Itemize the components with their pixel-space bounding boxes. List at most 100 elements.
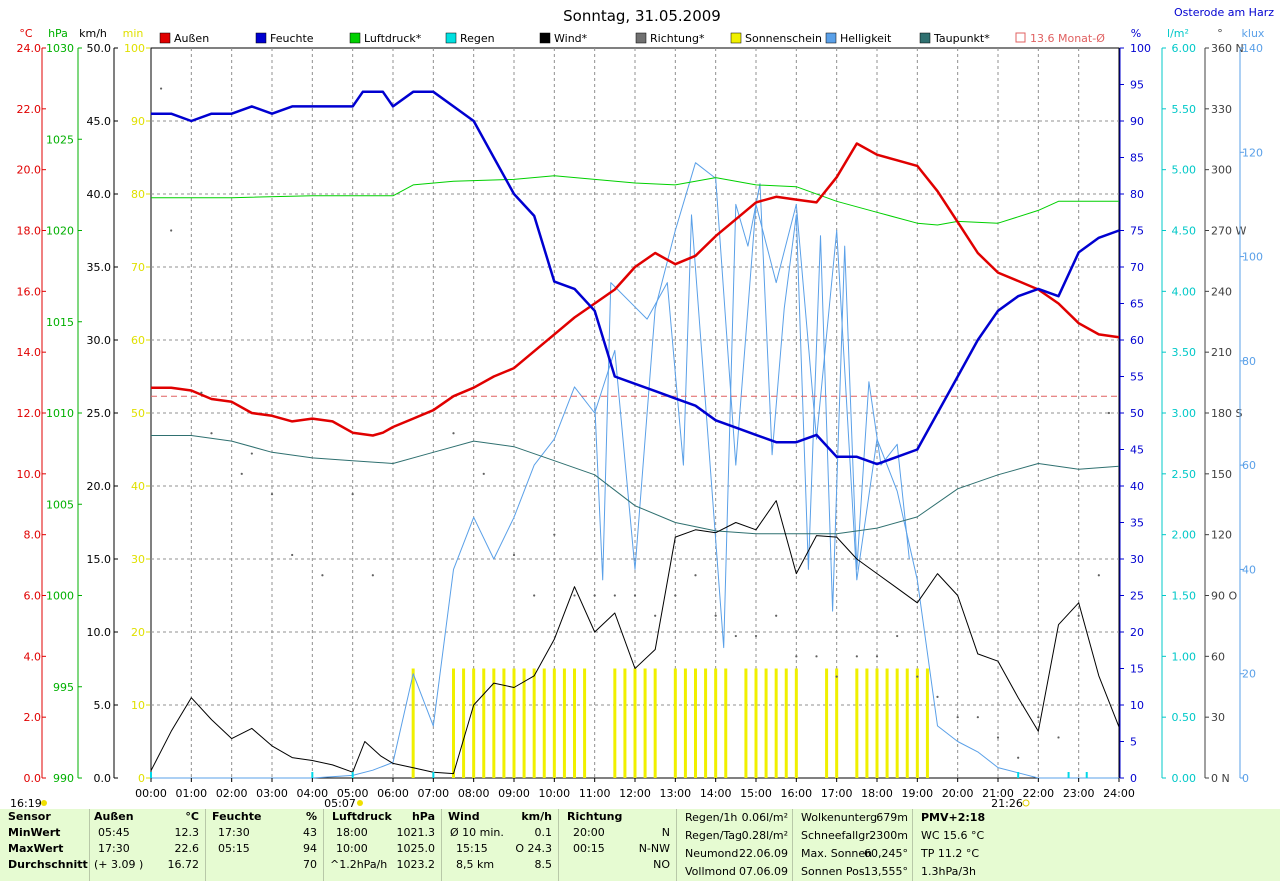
sunshine-bar <box>583 668 587 778</box>
pressure-tick-label: 1025 <box>46 133 74 146</box>
direction-dot <box>956 716 959 719</box>
sunshine-bar <box>643 668 647 778</box>
temp-tick-label: 14.0 <box>17 346 42 359</box>
temp-tick-label: 18.0 <box>17 225 42 238</box>
rain-mark <box>150 772 152 778</box>
regen-1h-value: 0.06l/m² <box>741 811 788 824</box>
sun-tick-label: 0 <box>138 772 145 785</box>
direction-dot <box>533 594 536 597</box>
legend-label: Taupunkt* <box>933 32 990 45</box>
aussen-avg-value: 16.72 <box>167 858 200 871</box>
x-tick-label: 11:00 <box>579 787 611 800</box>
sunset-icon <box>1022 799 1030 807</box>
x-tick-label: 15:00 <box>740 787 772 800</box>
sunshine-bar <box>613 668 617 778</box>
direction-dot <box>240 472 243 475</box>
temp-tick-label: 2.0 <box>24 711 42 724</box>
weather-chart: 0.0 2.0 4.0 6.0 8.0 10.0 12.0 14.0 16.0 18.0 20.0 2… <box>10 6 1274 810</box>
direction-tick-label: 180 S <box>1211 407 1242 420</box>
legend-label: Regen <box>460 32 495 45</box>
aussen-min-value: 12.3 <box>174 826 200 839</box>
temp-tick-label: 12.0 <box>17 407 42 420</box>
humidity-tick-label: 85 <box>1130 152 1144 165</box>
sunshine-bar <box>673 668 677 778</box>
x-tick-label: 20:00 <box>942 787 974 800</box>
direction-dot <box>855 655 858 658</box>
direction-dot <box>270 493 274 496</box>
feuchte-max-value: 94 <box>303 842 317 855</box>
sunshine-bar <box>502 668 506 778</box>
x-tick-label: 12:00 <box>619 787 651 800</box>
humidity-tick-label: 60 <box>1130 334 1144 347</box>
regen-tag-value: 0.28l/m² <box>741 829 788 842</box>
wind-tick-label: 40.0 <box>87 188 112 201</box>
legend-swatch <box>445 32 457 44</box>
rain-tick-label: 3.00 <box>1172 407 1197 420</box>
direction-dot <box>795 655 798 658</box>
wind-tick-label: 45.0 <box>87 115 112 128</box>
windchill-value: WC 15.6 °C <box>921 829 985 842</box>
sun-tick-label: 50 <box>131 407 145 420</box>
legend-swatch <box>825 32 837 44</box>
direction-dot <box>775 614 778 617</box>
legend-swatch <box>730 32 742 44</box>
vollmond-label: Vollmond <box>685 865 736 878</box>
x-tick-label: 03:00 <box>256 787 288 800</box>
wind-unit: km/h <box>521 810 552 823</box>
max-sonnen-label: Max. Sonnen <box>801 847 873 860</box>
series-line-helligkeit <box>151 162 1119 779</box>
rain-mark <box>1067 772 1070 778</box>
direction-tick-label: 60 <box>1211 650 1225 663</box>
wind-header: Wind <box>448 810 480 823</box>
humidity-tick-label: 45 <box>1130 444 1144 457</box>
x-tick-label: 18:00 <box>861 787 893 800</box>
sunset-label: 21:26 <box>991 797 1023 810</box>
luftdruck-avg-value: 1023.2 <box>396 858 436 871</box>
humidity-tick-label: 75 <box>1130 225 1144 238</box>
rain-tick-label: 2.00 <box>1172 529 1197 542</box>
temp-tick-label: 20.0 <box>17 164 42 177</box>
richtung-column: Richtung 20:00 N 00:15 N-NW NO <box>558 809 676 881</box>
richtung-min-time: 20:00 <box>573 826 605 839</box>
sunshine-bar <box>794 668 798 778</box>
direction-dot <box>512 553 516 557</box>
x-tick-label: 05:00 <box>337 787 369 800</box>
direction-dot <box>170 229 173 232</box>
direction-dot <box>1077 614 1080 617</box>
humidity-tick-label: 40 <box>1130 480 1144 493</box>
direction-dot <box>875 655 879 658</box>
wind-tick-label: 50.0 <box>87 42 112 55</box>
x-tick-label: 19:00 <box>901 787 933 800</box>
legend-label: Sonnenschein <box>745 32 822 45</box>
humidity-tick-label: 35 <box>1130 517 1144 530</box>
direction-tick-label: 240 <box>1211 285 1232 298</box>
chart-title: Sonntag, 31.05.2009 <box>563 7 721 25</box>
wolkenunterg-value: 679m <box>876 811 908 824</box>
direction-dot <box>1017 756 1020 759</box>
direction-dot <box>754 634 758 638</box>
humidity-tick-label: 55 <box>1130 371 1144 384</box>
rain-tick-label: 4.50 <box>1172 225 1197 238</box>
pressure-tick-label: 1010 <box>46 407 74 420</box>
rain-mark <box>311 772 314 778</box>
sunshine-bar <box>522 668 526 778</box>
series-line-taupunkt <box>151 435 1120 535</box>
sonnen-pos-value: -13,555° <box>860 865 908 878</box>
rain-tick-label: 5.50 <box>1172 103 1197 116</box>
humidity-tick-label: 10 <box>1130 699 1144 712</box>
humidity-tick-label: 5 <box>1130 736 1137 749</box>
humidity-tick-label: 0 <box>1130 772 1137 785</box>
humidity-tick-label: 95 <box>1130 79 1144 92</box>
humidity-tick-label: 20 <box>1130 626 1144 639</box>
direction-dot <box>674 594 677 597</box>
x-tick-label: 17:00 <box>821 787 853 800</box>
x-tick-label: 14:00 <box>700 787 732 800</box>
sunshine-bar <box>623 668 627 778</box>
sunshine-bar <box>895 668 899 778</box>
lux-tick-label: 100 <box>1242 251 1263 264</box>
x-tick-label: 22:00 <box>1022 787 1054 800</box>
taupunkt-value: TP 11.2 °C <box>921 847 980 860</box>
direction-dot <box>291 553 294 557</box>
sun-tick-label: 80 <box>131 188 145 201</box>
sunshine-bar <box>774 668 778 778</box>
